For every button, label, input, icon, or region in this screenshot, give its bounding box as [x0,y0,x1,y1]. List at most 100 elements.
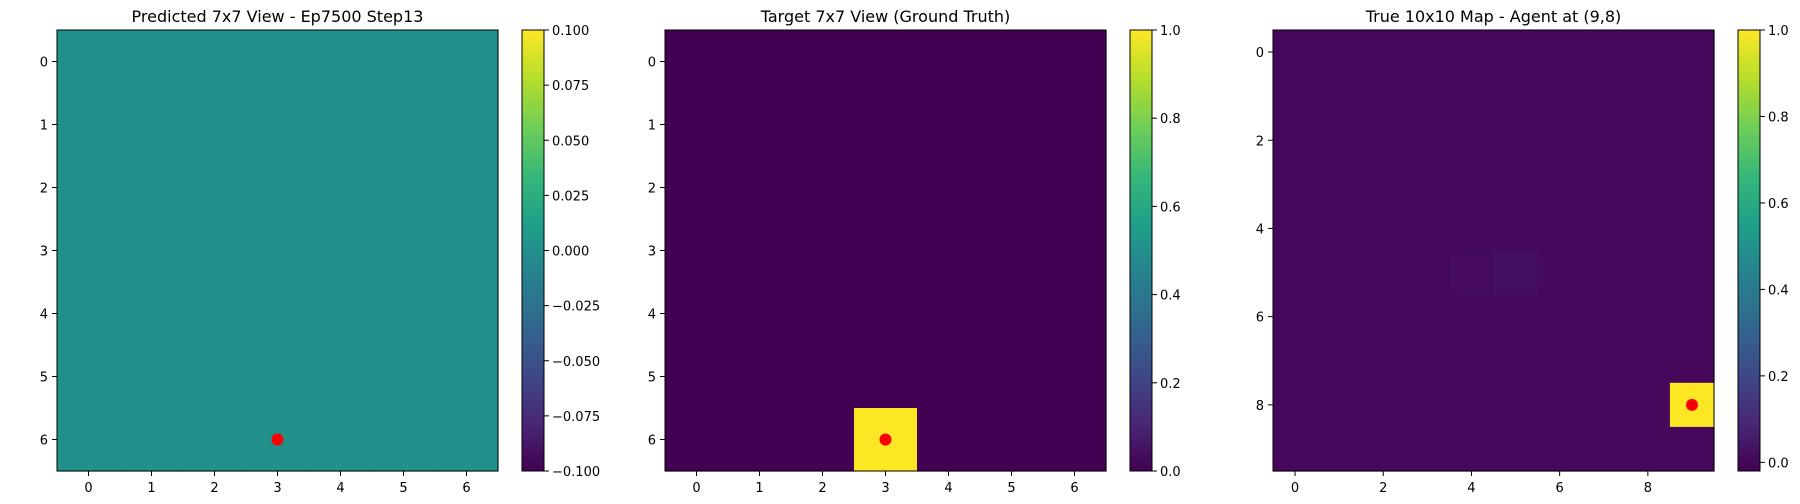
heatmap-cell [1405,426,1450,472]
heatmap-cell [1449,294,1495,340]
chart-title: Predicted 7x7 View - Ep7500 Step13 [132,7,424,26]
x-tick-label: 3 [881,481,889,496]
heatmap-cell [1361,118,1406,163]
heatmap-cell [1625,206,1671,252]
heatmap-cell [665,156,729,220]
heatmap-cell [120,156,184,220]
heatmap-cell [917,408,981,472]
heatmap-cell [1043,93,1107,157]
heatmap-cell [1449,118,1495,163]
x-tick-label: 1 [147,481,155,496]
heatmap-cell [309,156,373,220]
colorbar [1738,30,1760,471]
heatmap-cell [57,156,121,220]
colorbar-tick-label: 0.6 [1768,197,1789,212]
heatmap-cell [980,282,1044,346]
heatmap-cell [1449,206,1495,252]
heatmap-cell [1537,206,1583,252]
heatmap-cell [1273,294,1318,340]
heatmap-cell [728,345,792,409]
heatmap-cell [435,408,499,472]
y-tick-label: 2 [1256,134,1264,149]
heatmap-cell [1581,74,1627,119]
heatmap-cell [57,282,121,346]
y-tick-label: 1 [40,119,48,134]
heatmap-cell [1537,294,1583,340]
heatmap-cell [1493,30,1539,75]
heatmap-cell [1493,338,1539,384]
x-tick-label: 0 [84,481,92,496]
heatmap-cell [1537,250,1583,296]
heatmap-cell [309,219,373,283]
y-tick-label: 3 [40,245,48,260]
heatmap-cell [791,219,855,283]
y-tick-label: 1 [648,119,656,134]
y-tick-label: 6 [40,434,48,449]
heatmap-cell [57,219,121,283]
heatmap-cell [917,345,981,409]
heatmap-cell [1317,338,1362,384]
agent-marker [271,433,284,446]
colorbar-tick-label: 0.025 [552,189,589,204]
colorbar-tick-label: 0.6 [1160,200,1181,215]
heatmap-cell [183,282,247,346]
heatmap-cell [1405,338,1450,384]
heatmap-cell [372,219,436,283]
y-tick-label: 2 [40,182,48,197]
heatmap-cell [1493,294,1539,340]
y-tick-label: 0 [1256,46,1264,61]
y-tick-label: 6 [1256,311,1264,326]
heatmap-cell [1317,206,1362,252]
heatmap-cell [1273,162,1318,207]
heatmap-cell [1581,30,1627,75]
heatmap-cell [917,30,981,94]
heatmap-cell [665,282,729,346]
heatmap-cell [120,282,184,346]
heatmap-cell [246,345,310,409]
colorbar-tick-label: 0.8 [1160,112,1181,127]
y-tick-label: 0 [40,56,48,71]
heatmap-cell [1669,250,1715,296]
heatmap-cell [1361,206,1406,252]
heatmap-cell [1669,74,1715,119]
heatmap-cell [1625,426,1671,472]
heatmap-cell [435,93,499,157]
heatmap-cell [1361,426,1406,472]
x-tick-label: 2 [818,481,826,496]
heatmap-cell [1449,338,1495,384]
heatmap-cell [1043,156,1107,220]
colorbar [522,30,544,471]
heatmap-cell [980,345,1044,409]
colorbar-tick-label: 0.0 [1768,456,1789,471]
x-tick-label: 6 [1070,481,1078,496]
y-tick-label: 5 [40,371,48,386]
heatmap-cell [1537,30,1583,75]
colorbar-tick-label: 0.075 [552,79,589,94]
heatmap-cell [1405,206,1450,252]
heatmap-cell [435,282,499,346]
heatmap-cell [1669,426,1715,472]
heatmap-cell [309,408,373,472]
heatmap-cell [791,93,855,157]
colorbar-tick-label: 0.4 [1160,289,1181,304]
heatmap-cell [309,345,373,409]
heatmap-cell [1625,338,1671,384]
heatmap-cell [1581,338,1627,384]
heatmap-cell [1625,162,1671,207]
heatmap-cell [665,219,729,283]
heatmap-cell [57,30,121,94]
heatmap-cell [1273,118,1318,163]
heatmap-cell [1449,426,1495,472]
heatmap-cell [917,219,981,283]
heatmap-cell [1669,118,1715,163]
heatmap-cell [183,93,247,157]
heatmap-cell [854,282,918,346]
heatmap-cell [917,93,981,157]
heatmap-cell [1273,250,1318,296]
y-tick-label: 4 [40,308,48,323]
colorbar-tick-label: 0.2 [1160,377,1181,392]
heatmap-cell [120,408,184,472]
heatmap-cell [791,156,855,220]
heatmap-cell [372,30,436,94]
colorbar-tick-label: −0.025 [552,300,600,315]
